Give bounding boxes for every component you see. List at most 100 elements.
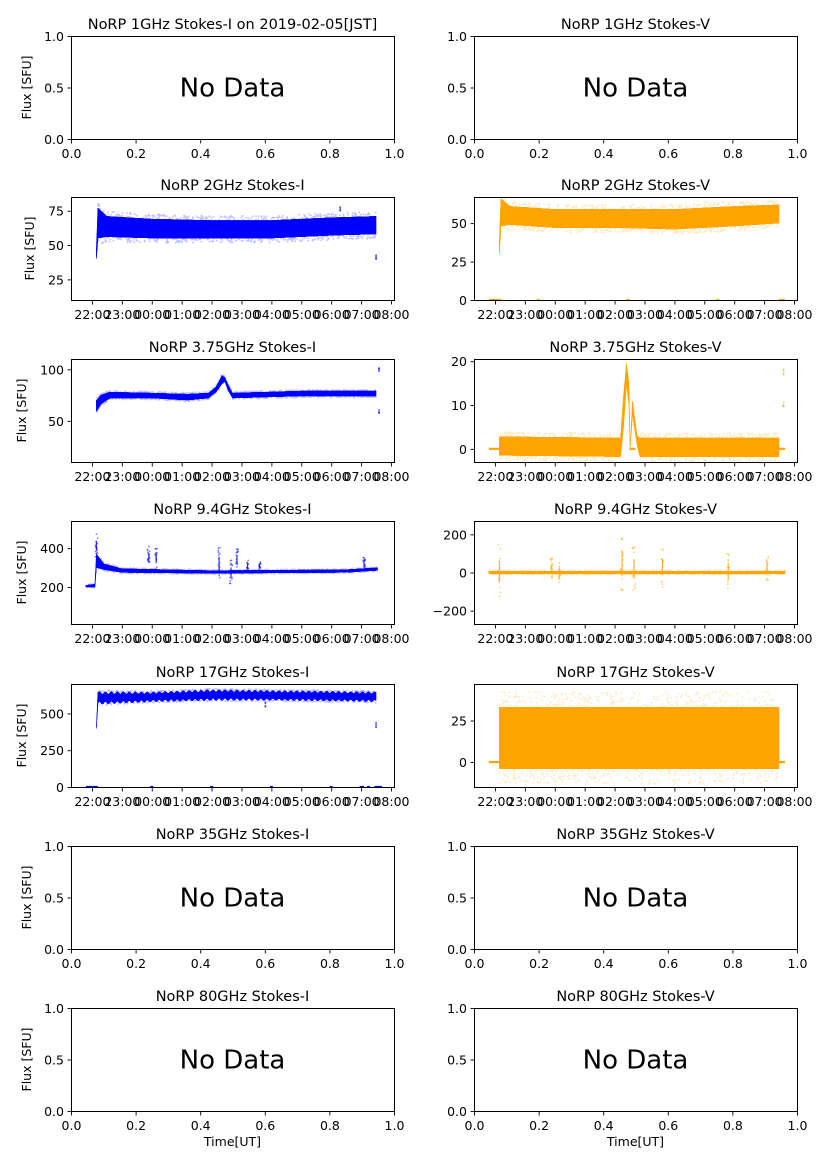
data-point (296, 237, 298, 240)
data-point (272, 216, 274, 219)
data-point (153, 239, 156, 241)
data-point (158, 217, 160, 219)
data-point (240, 240, 243, 242)
data-point (176, 240, 179, 243)
data-point (199, 238, 202, 241)
data-point (290, 237, 293, 240)
data-point (307, 239, 310, 242)
data-point (257, 215, 260, 218)
data-point (96, 245, 99, 248)
data-point (205, 217, 208, 220)
data-point (305, 216, 307, 219)
y-tick-label: 1.0 (44, 29, 64, 44)
data-point (257, 218, 260, 220)
data-point (328, 213, 331, 216)
data-point (333, 216, 336, 219)
data-point (362, 213, 365, 216)
data-point (186, 218, 189, 221)
data-point (266, 219, 269, 222)
data-point (322, 238, 324, 240)
data-point (319, 214, 322, 217)
data-point (185, 238, 188, 241)
data-point (187, 215, 190, 218)
data-point (160, 214, 163, 217)
data-point (210, 217, 213, 220)
data-point (183, 214, 185, 217)
data-point (178, 240, 180, 243)
data-point (181, 241, 184, 244)
data-point (324, 214, 327, 217)
data-point (284, 218, 287, 221)
data-point (128, 239, 131, 242)
data-point (124, 236, 127, 239)
data-point (316, 235, 318, 238)
x-tick-label: 01:00 (164, 307, 200, 322)
data-point (135, 237, 138, 240)
data-point (212, 215, 215, 218)
data-point (181, 240, 184, 242)
data-point (107, 213, 110, 216)
data-point (330, 235, 333, 238)
data-point (246, 239, 248, 242)
data-point (190, 238, 193, 241)
data-point (281, 216, 283, 219)
data-point (200, 218, 203, 221)
data-point (312, 216, 315, 219)
data-point (175, 237, 178, 240)
data-point (272, 216, 275, 219)
data-point (289, 237, 292, 240)
data-point (348, 237, 350, 240)
data-point (373, 236, 376, 239)
data-point (130, 240, 133, 243)
data-point (270, 238, 273, 240)
data-point (128, 238, 130, 241)
data-point (312, 217, 315, 220)
data-point (156, 238, 159, 241)
data-point (357, 236, 360, 239)
data-point (171, 237, 174, 240)
subplot-title: NoRP 1GHz Stokes-I on 2019-02-05[JST] (88, 17, 378, 33)
data-point (151, 215, 154, 217)
data-point (198, 238, 201, 241)
data-point (268, 238, 270, 241)
data-point (171, 215, 174, 218)
data-point (178, 239, 181, 242)
data-point (192, 241, 194, 244)
data-point (342, 235, 345, 238)
data-point (156, 213, 159, 216)
data-point (177, 241, 180, 244)
data-point (326, 216, 328, 219)
data-point (199, 216, 202, 219)
data-point (208, 215, 211, 218)
data-point (355, 215, 358, 218)
data-point (154, 240, 156, 242)
data-point (118, 237, 121, 239)
data-point (255, 215, 257, 218)
data-point (119, 215, 121, 217)
data-point (201, 217, 204, 220)
data-point (117, 214, 120, 217)
data-point (233, 217, 235, 219)
data-point (248, 219, 251, 222)
data-point (293, 217, 296, 219)
data-point (335, 215, 337, 218)
scatter-points (95, 202, 377, 250)
data-point (250, 217, 253, 219)
data-point (351, 214, 354, 217)
outlier-point (375, 254, 377, 256)
x-tick-label: 0.8 (320, 146, 340, 161)
data-point (208, 219, 211, 221)
data-point (155, 239, 157, 242)
data-point (206, 216, 209, 219)
data-point (145, 215, 148, 218)
data-point (119, 238, 121, 241)
x-tick-label: 0.6 (255, 146, 275, 161)
data-point (337, 234, 340, 237)
data-point (228, 218, 231, 221)
data-point (159, 214, 162, 217)
data-point (335, 213, 337, 216)
data-point (119, 236, 122, 239)
data-point (322, 235, 325, 238)
plot-area (95, 202, 377, 261)
data-point (162, 237, 165, 240)
